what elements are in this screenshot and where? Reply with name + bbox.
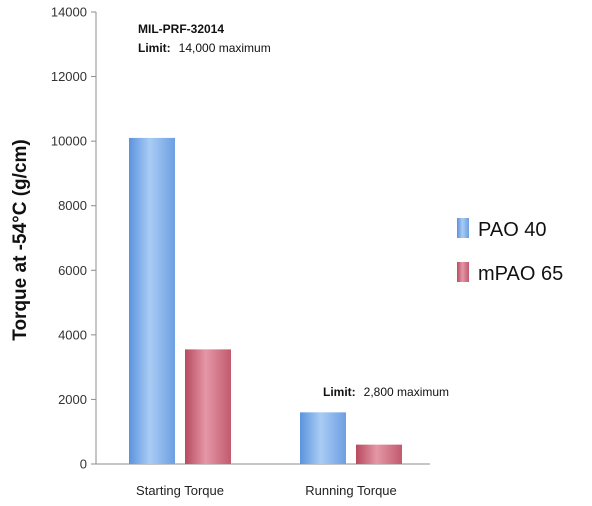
y-tick-label: 10000 (51, 134, 87, 149)
run-limit-label: Limit: (323, 385, 356, 399)
bar-pao40-running (300, 412, 346, 464)
legend-swatch-pao40 (457, 218, 469, 238)
bar-mpao65-running (356, 444, 402, 464)
start-limit-label: Limit: (138, 41, 171, 55)
legend-label-mpao65: mPAO 65 (478, 263, 563, 285)
y-tick-label: 6000 (58, 263, 87, 278)
legend: PAO 40 mPAO 65 (457, 218, 563, 285)
start-limit-annotation: Limit: 14,000 maximum (138, 39, 271, 56)
y-ticks: 0 2000 4000 6000 8000 10000 12000 14000 (51, 5, 96, 472)
run-limit-annotation: Limit: 2,800 maximum (323, 383, 449, 400)
category-labels: Starting Torque Running Torque (136, 483, 397, 498)
category-label: Running Torque (305, 483, 397, 498)
bar-mpao65-starting (185, 349, 231, 464)
category-label: Starting Torque (136, 483, 224, 498)
y-tick-label: 0 (80, 457, 87, 472)
y-tick-label: 8000 (58, 198, 87, 213)
bar-pao40-starting (129, 137, 175, 464)
legend-label-pao40: PAO 40 (478, 219, 547, 241)
y-axis-title: Torque at -54°C (g/cm) (10, 139, 31, 341)
y-tick-label: 14000 (51, 5, 87, 20)
y-tick-label: 2000 (58, 392, 87, 407)
start-limit-value: 14,000 maximum (179, 41, 271, 55)
legend-swatch-mpao65 (457, 262, 469, 282)
y-tick-label: 12000 (51, 69, 87, 84)
spec-title: MIL-PRF-32014 (138, 22, 224, 36)
y-tick-label: 4000 (58, 327, 87, 342)
bars (129, 137, 402, 464)
run-limit-value: 2,800 maximum (364, 385, 449, 399)
